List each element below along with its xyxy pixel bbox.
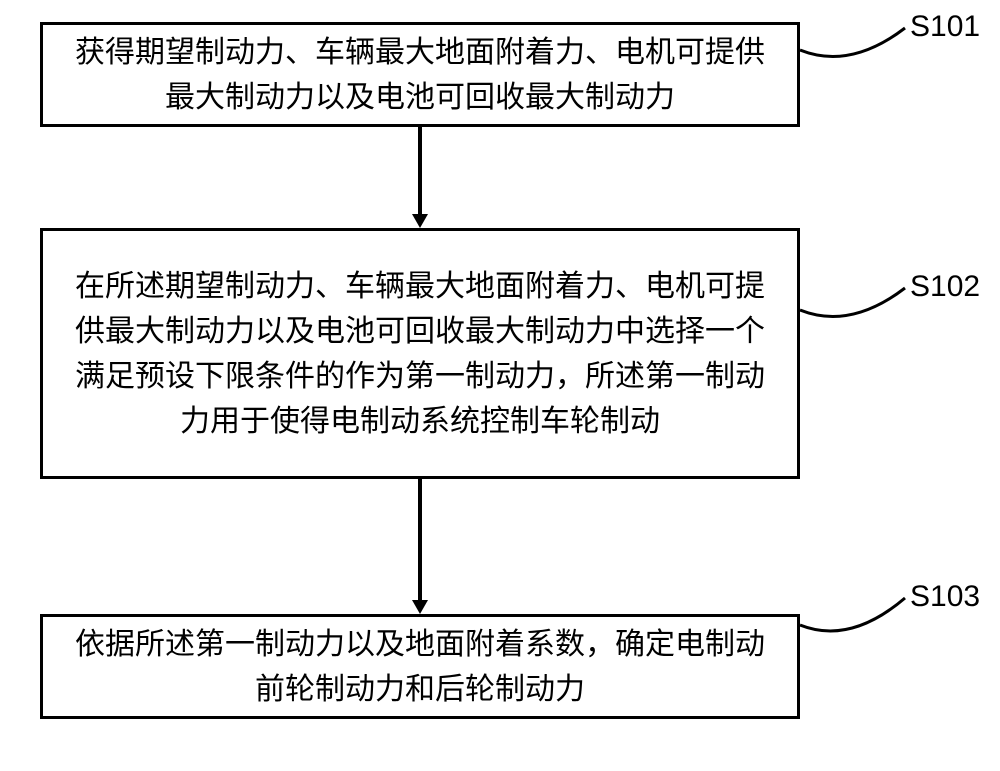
step-3-label: S103 (910, 580, 980, 614)
connector-curve-3 (800, 590, 910, 640)
connector-curve-2 (800, 280, 910, 330)
arrow-2-line (418, 479, 422, 601)
step-2-label: S102 (910, 270, 980, 304)
flowchart-step-3: 依据所述第一制动力以及地面附着系数，确定电制动前轮制动力和后轮制动力 (40, 614, 800, 719)
arrow-2-head (412, 600, 428, 614)
flowchart-container: 获得期望制动力、车辆最大地面附着力、电机可提供最大制动力以及电池可回收最大制动力… (0, 0, 1000, 771)
step-2-text: 在所述期望制动力、车辆最大地面附着力、电机可提供最大制动力以及电池可回收最大制动… (63, 264, 777, 444)
flowchart-step-2: 在所述期望制动力、车辆最大地面附着力、电机可提供最大制动力以及电池可回收最大制动… (40, 228, 800, 479)
step-1-label: S101 (910, 10, 980, 44)
step-3-text: 依据所述第一制动力以及地面附着系数，确定电制动前轮制动力和后轮制动力 (63, 622, 777, 712)
flowchart-step-1: 获得期望制动力、车辆最大地面附着力、电机可提供最大制动力以及电池可回收最大制动力 (40, 22, 800, 127)
arrow-1-line (418, 127, 422, 215)
step-1-text: 获得期望制动力、车辆最大地面附着力、电机可提供最大制动力以及电池可回收最大制动力 (63, 30, 777, 120)
connector-curve-1 (800, 20, 910, 70)
arrow-1-head (412, 214, 428, 228)
